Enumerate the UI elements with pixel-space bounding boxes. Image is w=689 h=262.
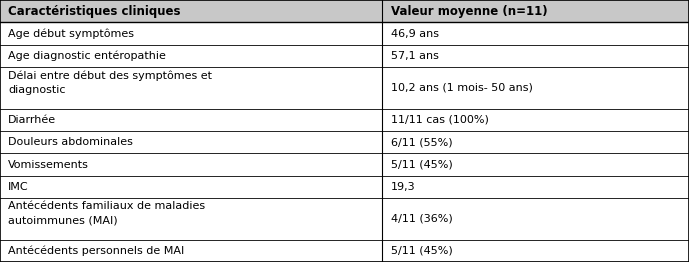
Text: Age début symptômes: Age début symptômes (8, 28, 134, 39)
Bar (382, 131, 689, 153)
Bar (382, 45, 689, 67)
Text: 46,9 ans: 46,9 ans (391, 29, 439, 39)
Text: Délai entre début des symptômes et
diagnostic: Délai entre début des symptômes et diagn… (8, 70, 212, 95)
Text: 10,2 ans (1 mois- 50 ans): 10,2 ans (1 mois- 50 ans) (391, 83, 533, 93)
Bar (0, 131, 382, 153)
Text: IMC: IMC (8, 182, 29, 192)
Bar (0, 198, 382, 240)
Text: Antécédents familiaux de maladies
autoimmunes (MAI): Antécédents familiaux de maladies autoim… (8, 201, 205, 226)
Bar (0, 153, 382, 176)
Bar (382, 240, 689, 262)
Text: 19,3: 19,3 (391, 182, 415, 192)
Text: 57,1 ans: 57,1 ans (391, 51, 438, 61)
Text: 11/11 cas (100%): 11/11 cas (100%) (391, 115, 489, 125)
Bar (0, 45, 382, 67)
Bar (0, 22, 382, 45)
Bar (382, 176, 689, 198)
Bar (382, 109, 689, 131)
Bar (0, 109, 382, 131)
Bar (0, 176, 382, 198)
Text: Diarrhée: Diarrhée (8, 115, 56, 125)
Text: 5/11 (45%): 5/11 (45%) (391, 246, 453, 256)
Text: Caractéristiques cliniques: Caractéristiques cliniques (8, 5, 181, 18)
Bar (382, 67, 689, 109)
Text: Age diagnostic entéropathie: Age diagnostic entéropathie (8, 51, 166, 61)
Text: 5/11 (45%): 5/11 (45%) (391, 160, 453, 170)
Text: Antécédents personnels de MAI: Antécédents personnels de MAI (8, 245, 185, 256)
Text: 4/11 (36%): 4/11 (36%) (391, 214, 453, 224)
Bar (0, 240, 382, 262)
Text: Douleurs abdominales: Douleurs abdominales (8, 137, 133, 147)
Bar (382, 198, 689, 240)
Bar (382, 0, 689, 22)
Bar (382, 153, 689, 176)
Text: Valeur moyenne (n=11): Valeur moyenne (n=11) (391, 5, 547, 18)
Bar (0, 0, 382, 22)
Bar (0, 67, 382, 109)
Bar (382, 22, 689, 45)
Text: 6/11 (55%): 6/11 (55%) (391, 137, 452, 147)
Text: Vomissements: Vomissements (8, 160, 89, 170)
